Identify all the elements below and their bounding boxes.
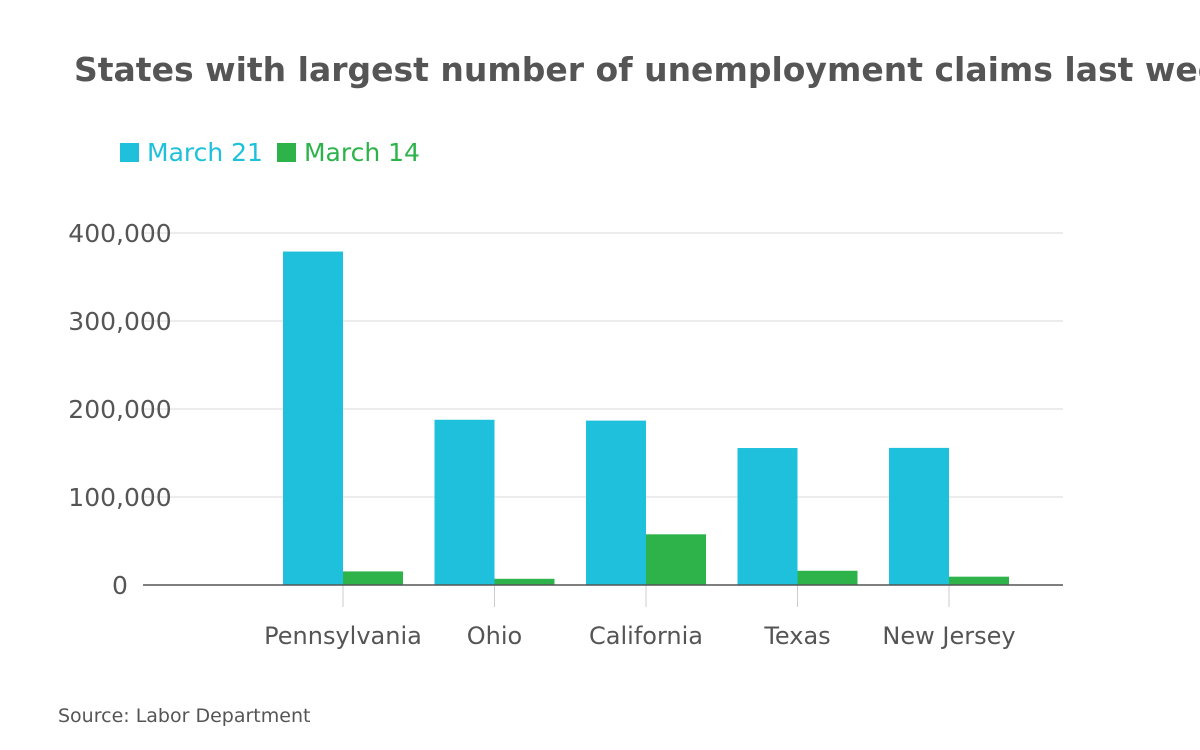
- x-tick-label: Pennsylvania: [264, 622, 422, 650]
- bar-march-14-california: [646, 534, 706, 585]
- bar-march-21-ohio: [434, 419, 495, 585]
- x-tick-label: Ohio: [467, 622, 522, 650]
- bar-chart: 0 100,000 200,000 300,000 400,000 Pennsylvani…: [68, 219, 1063, 650]
- chart-title: States with largest number of unemployme…: [74, 50, 1200, 89]
- legend-item-march-21: March 21: [120, 138, 263, 167]
- bar-march-14-new-jersey: [949, 576, 1009, 585]
- bar-march-14-ohio: [494, 578, 555, 585]
- bar-march-21-california: [586, 420, 646, 585]
- bar-march-21-texas: [737, 448, 798, 585]
- y-tick-label: 100,000: [68, 483, 171, 512]
- legend-label-march-21: March 21: [147, 138, 263, 167]
- source-note: Source: Labor Department: [58, 705, 311, 727]
- legend-item-march-14: March 14: [276, 138, 420, 167]
- bar-march-14-pennsylvania: [343, 571, 403, 585]
- x-tick-label: New Jersey: [882, 622, 1015, 650]
- y-tick-label: 0: [112, 571, 128, 600]
- y-tick-label: 200,000: [68, 395, 171, 424]
- bar-march-21-pennsylvania: [283, 251, 343, 585]
- legend-swatch-march-21: [120, 143, 139, 162]
- legend-label-march-14: March 14: [303, 138, 420, 167]
- bar-march-21-new-jersey: [889, 447, 949, 585]
- x-tick-label: Texas: [763, 622, 830, 650]
- legend: March 21 March 14: [120, 138, 434, 167]
- legend-swatch-march-14: [276, 143, 296, 162]
- y-tick-label: 400,000: [68, 219, 171, 248]
- x-tick-label: California: [589, 622, 703, 650]
- bar-march-14-texas: [797, 570, 858, 585]
- y-tick-label: 300,000: [68, 307, 171, 336]
